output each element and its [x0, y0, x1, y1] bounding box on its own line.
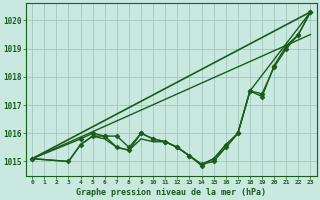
- X-axis label: Graphe pression niveau de la mer (hPa): Graphe pression niveau de la mer (hPa): [76, 188, 266, 197]
